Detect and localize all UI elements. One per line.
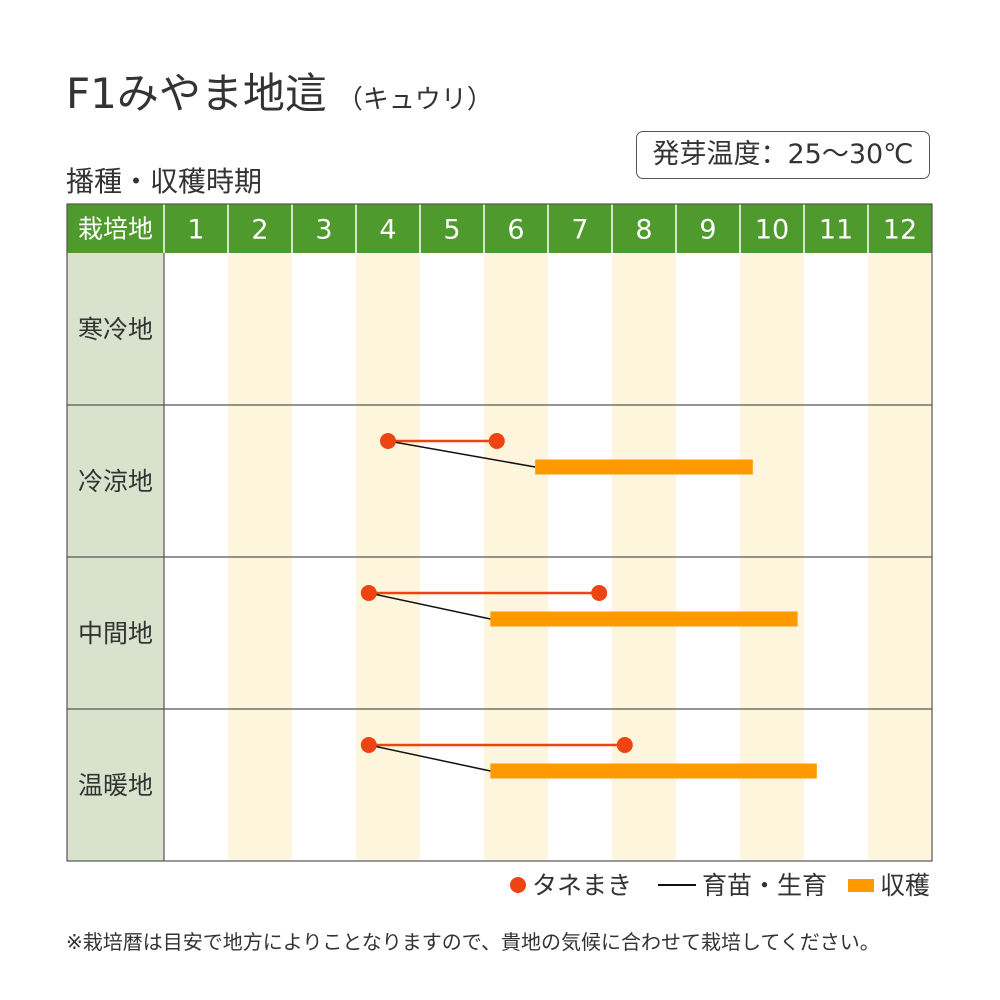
month-tick-label: 8 [635,215,652,246]
sowing-end-point [616,737,633,753]
seedling-line [368,592,491,620]
legend-harvest-bar-icon [848,878,874,892]
section-title: 播種・収穫時期 [66,165,263,198]
sowing-end-point [488,433,505,449]
sowing-start-point [360,585,377,601]
sowing-start-point [360,737,377,753]
temperature-badge: 発芽温度：25〜30℃ [636,131,930,179]
month-tick-label: 5 [443,215,460,246]
month-tick-label: 7 [571,215,588,246]
harvest-bar [535,459,753,475]
month-tick-label: 3 [315,215,332,246]
sowing-start-point [380,433,396,449]
seedling-line [387,440,536,468]
footnote: ※栽培暦は目安で地方によりことなりますので、貴地の気候に合わせて栽培してください… [66,930,880,954]
legend-harvest-label: 収穫 [880,871,931,900]
legend-item-seedling: 育苗・生育 [658,869,827,903]
title-text: F1みやま地這 [66,69,327,118]
header-bar [67,204,932,253]
legend-seedling-label: 育苗・生育 [702,871,828,900]
legend-item-harvest: 収穫 [848,869,930,903]
header-region-label: 栽培地 [78,215,153,244]
month-tick-label: 4 [379,215,396,246]
chart-border [66,203,933,862]
region-label: 中間地 [78,619,153,648]
page-title: F1みやま地這 （キュウリ） [66,60,493,121]
month-tick-label: 1 [187,215,204,246]
region-label: 冷涼地 [78,467,153,496]
month-tick-label: 10 [755,215,789,246]
legend-seedling-line-icon [658,884,696,886]
region-label: 寒冷地 [78,315,153,344]
month-tick-label: 9 [699,215,716,246]
month-tick-label: 6 [507,215,524,246]
month-tick-label: 2 [251,215,268,246]
harvest-bar [490,611,798,627]
sowing-end-point [591,585,608,601]
seedling-line [368,744,491,772]
legend-item-sowing: タネまき [510,869,632,903]
legend: タネまき 育苗・生育 収穫 [0,869,1000,903]
title-subtitle: （キュウリ） [336,85,493,115]
harvest-bar [490,763,817,779]
month-tick-label: 11 [819,215,853,246]
month-tick-label: 12 [883,215,917,246]
region-label: 温暖地 [78,771,153,800]
legend-sowing-label: タネまき [532,871,633,900]
legend-sowing-dot-icon [510,877,526,893]
